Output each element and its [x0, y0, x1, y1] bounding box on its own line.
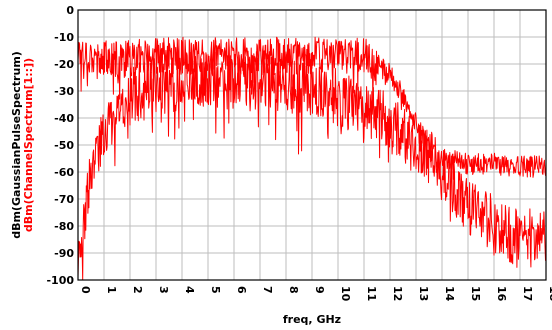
x-tick-label: 15: [469, 286, 482, 301]
series-layer: [77, 36, 547, 281]
y-tick-label: -70: [54, 193, 74, 206]
x-tick-label: 14: [443, 286, 456, 302]
x-tick-label: 6: [235, 286, 248, 294]
x-tick-label: 9: [313, 286, 326, 294]
series-line-1: [77, 36, 547, 180]
y-tick-label: -60: [54, 166, 74, 179]
y-tick-labels: 0 -10 -20 -30 -40 -50 -60 -70 -80 -90 -100: [46, 4, 74, 287]
x-tick-label: 8: [287, 286, 300, 294]
series-line-2: [77, 50, 547, 281]
x-tick-label: 12: [391, 286, 404, 301]
y-tick-label: -40: [54, 112, 74, 125]
y-axis-label-2: dBm(ChannelSpectrum[1::]): [22, 58, 35, 232]
y-tick-label: -20: [54, 58, 74, 71]
x-tick-label: 17: [521, 286, 534, 301]
x-tick-label: 5: [209, 286, 222, 294]
x-tick-labels: 0 1 2 3 4 5 6 7 8 9 10 11 12 13 14 15 16 17 18: [79, 286, 552, 302]
x-tick-label: 16: [495, 286, 508, 302]
y-tick-label: -10: [54, 31, 74, 44]
y-tick-label: -80: [54, 220, 74, 233]
plot-frame: [77, 9, 547, 281]
x-tick-label: 2: [131, 286, 144, 294]
y-tick-label: -30: [54, 85, 74, 98]
x-tick-label: 4: [183, 286, 196, 294]
x-tick-label: 0: [79, 286, 92, 294]
y-tick-label: 0: [66, 4, 74, 17]
y-axis-label-1: dBm(GaussianPulseSpectrum): [10, 51, 23, 239]
x-tick-label: 3: [157, 286, 170, 294]
x-tick-label: 7: [261, 286, 274, 294]
y-tick-label: -90: [54, 247, 74, 260]
x-tick-label: 1: [105, 286, 118, 294]
x-tick-label: 13: [417, 286, 430, 301]
x-tick-label: 10: [339, 286, 352, 302]
y-tick-label: -50: [54, 139, 74, 152]
y-tick-label: -100: [46, 274, 74, 287]
x-tick-label: 11: [365, 286, 378, 301]
x-axis-label: freq, GHz: [283, 313, 341, 326]
x-tick-label: 18: [547, 286, 552, 301]
